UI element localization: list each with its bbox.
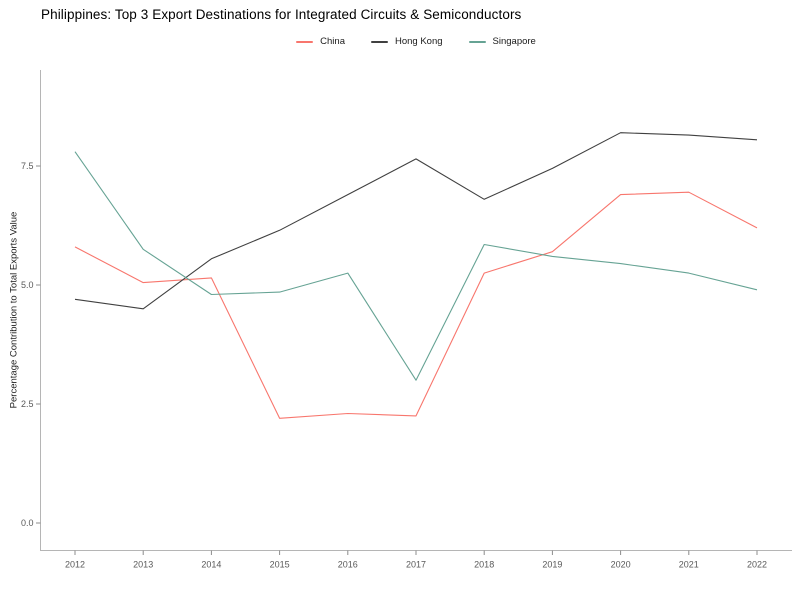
x-tick-label: 2021 <box>679 560 699 570</box>
legend-label: China <box>320 36 345 47</box>
x-tick-label: 2012 <box>65 560 85 570</box>
legend-item-singapore: Singapore <box>468 36 536 47</box>
x-tick-label: 2022 <box>747 560 767 570</box>
x-tick-label: 2016 <box>338 560 358 570</box>
series-line-china <box>74 191 758 419</box>
chart-title: Philippines: Top 3 Export Destinations f… <box>41 7 522 22</box>
x-tick-label: 2013 <box>133 560 153 570</box>
y-tick-label: 2.5 <box>21 399 34 409</box>
legend-line-swatch <box>296 40 314 43</box>
legend-item-china: China <box>296 36 345 47</box>
x-tick-label: 2014 <box>201 560 221 570</box>
y-tick-label: 7.5 <box>21 161 34 171</box>
legend: China Hong Kong Singapore <box>40 36 792 47</box>
x-tick-label: 2019 <box>542 560 562 570</box>
legend-line-swatch <box>468 40 486 43</box>
legend-line-swatch <box>370 40 388 43</box>
x-tick-label: 2017 <box>406 560 426 570</box>
series-line-singapore <box>74 151 758 381</box>
x-tick-label: 2015 <box>270 560 290 570</box>
x-tick-label: 2018 <box>474 560 494 570</box>
x-tick-label: 2020 <box>611 560 631 570</box>
y-tick-label: 5.0 <box>21 280 34 290</box>
legend-label: Singapore <box>492 36 536 47</box>
legend-item-hong-kong: Hong Kong <box>370 36 443 47</box>
y-tick-label: 0.0 <box>21 518 34 528</box>
legend-label: Hong Kong <box>394 36 443 47</box>
series-line-hong-kong <box>74 132 758 310</box>
